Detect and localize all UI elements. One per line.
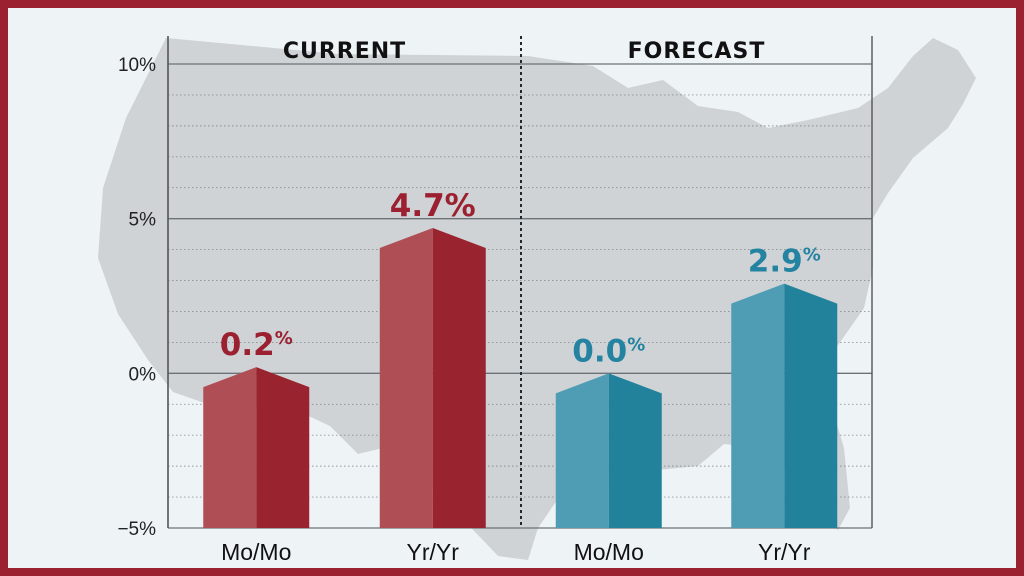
data-label-unit: % (275, 328, 293, 349)
data-label: 0.0% (572, 333, 645, 369)
data-label-unit: % (627, 334, 645, 355)
bar-left-face (555, 373, 609, 528)
chart-texts: CURRENT 0.2% Mo/Mo 4.7% Yr/Yr FORECAST 0.0% Mo/… (220, 39, 821, 565)
data-label-number: 2.9 (748, 244, 803, 280)
data-label-number: 0.2 (220, 327, 275, 363)
category-label: Yr/Yr (407, 539, 460, 565)
bar-left-face (731, 283, 785, 528)
y-tick-label: 5% (129, 210, 157, 231)
bar-right-face (784, 283, 838, 528)
bar-right-face (432, 227, 486, 529)
data-label: 2.9% (748, 244, 821, 280)
bars (203, 227, 838, 529)
category-label: Yr/Yr (758, 539, 811, 565)
chart-canvas: 10% 5% 0% −5% CURRENT 0.2% Mo/Mo 4.7% Yr/Yr FORE… (98, 36, 976, 565)
y-tick-label: 0% (129, 364, 157, 385)
section-title: FORECAST (628, 39, 766, 64)
data-label-unit: % (803, 245, 821, 266)
section-title: CURRENT (283, 39, 406, 64)
category-label: Mo/Mo (574, 539, 644, 565)
y-tick-label: −5% (117, 519, 156, 540)
category-label: Mo/Mo (221, 539, 291, 565)
bar-left-face (203, 367, 257, 528)
bar-right-face (608, 373, 662, 528)
data-label-number: 4.7% (390, 188, 476, 224)
data-label: 4.7% (390, 188, 476, 224)
bar-left-face (379, 227, 433, 529)
bar-right-face (256, 367, 310, 528)
y-tick-label: 10% (118, 55, 156, 76)
data-label-number: 0.0 (572, 333, 627, 369)
data-label: 0.2% (220, 327, 293, 363)
y-axis-labels: 10% 5% 0% −5% (117, 55, 156, 540)
